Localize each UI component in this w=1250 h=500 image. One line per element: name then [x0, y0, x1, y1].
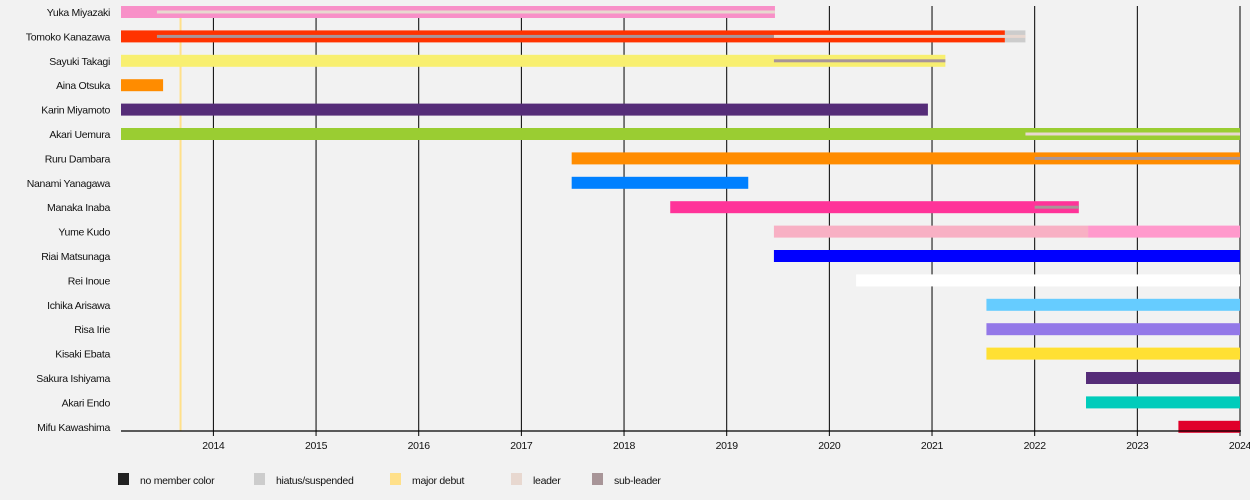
sub-leader-marker: [773, 59, 946, 63]
legend-swatch: [118, 473, 129, 485]
legend: no member color hiatus/suspended major deb…: [118, 473, 662, 487]
tick-label-2015: 2015: [305, 440, 328, 452]
tick-label-2020: 2020: [818, 440, 841, 452]
sub-leader-marker: [156, 34, 774, 38]
member-bar-segment: [773, 225, 1089, 238]
leader-marker: [773, 34, 1026, 38]
member-label: Aina Otsuka: [56, 80, 110, 92]
legend-label: hiatus/suspended: [276, 475, 354, 487]
member-bar-segment: [986, 298, 1240, 311]
member-bar-segment: [1086, 372, 1240, 384]
member-label: Mifu Kawashima: [37, 422, 110, 434]
tick-label-2017: 2017: [510, 440, 533, 452]
member-bar-segment: [121, 54, 946, 67]
tick-label-2021: 2021: [921, 440, 944, 452]
member-label: Kisaki Ebata: [55, 349, 110, 361]
member-bar-segment: [121, 79, 164, 92]
member-bar-segment: [986, 347, 1240, 360]
tick-label-2024: 2024: [1229, 440, 1250, 452]
member-bar-segment: [571, 152, 1240, 165]
member-bars: [121, 6, 1240, 433]
member-label: Ruru Dambara: [45, 153, 111, 165]
member-bar-segment: [670, 201, 1079, 214]
member-label: Karin Miyamoto: [41, 105, 110, 117]
member-bar-segment: [1086, 396, 1240, 409]
member-label: Yume Kudo: [58, 227, 110, 239]
leader-marker: [156, 10, 775, 14]
year-gridlines: [212, 6, 1241, 436]
member-bar-segment: [571, 176, 749, 189]
tick-label-2019: 2019: [716, 440, 739, 452]
member-label: Akari Uemura: [49, 129, 110, 141]
tick-label-2016: 2016: [408, 440, 431, 452]
member-bar-segment: [986, 323, 1240, 336]
tick-label-2014: 2014: [202, 440, 225, 452]
tick-label-2022: 2022: [1024, 440, 1047, 452]
member-label: Yuka Miyazaki: [47, 7, 110, 19]
tick-label-2023: 2023: [1126, 440, 1149, 452]
legend-label: sub-leader: [614, 475, 661, 487]
member-label: Tomoko Kanazawa: [26, 31, 111, 43]
member-bar-segment: [773, 250, 1240, 262]
member-bar-segment: [856, 274, 1240, 287]
member-label: Sayuki Takagi: [49, 56, 110, 68]
member-label: Sakura Ishiyama: [36, 373, 110, 385]
member-labels: Yuka Miyazaki Tomoko Kanazawa Sayuki Takag…: [26, 7, 111, 434]
legend-swatch: [511, 473, 522, 485]
member-label: Nanami Yanagawa: [27, 178, 111, 190]
member-label: Akari Endo: [62, 397, 111, 409]
member-bar-segment: [121, 128, 1240, 140]
x-axis: 2014 2015 2016 2017 2018 2019 2020 2021 2022 2023…: [121, 430, 1250, 452]
legend-swatch: [390, 473, 401, 485]
legend-swatch: [254, 473, 265, 485]
member-label: Risa Irie: [74, 324, 110, 336]
member-bar-segment: [121, 103, 928, 116]
sub-leader-marker: [1034, 205, 1079, 209]
tick-label-2018: 2018: [613, 440, 636, 452]
legend-label: major debut: [412, 475, 465, 487]
member-label: Riai Matsunaga: [41, 251, 110, 263]
legend-label: no member color: [140, 475, 215, 487]
member-label: Ichika Arisawa: [47, 300, 110, 312]
member-label: Manaka Inaba: [47, 202, 110, 214]
member-bar-segment: [1088, 225, 1240, 238]
sub-leader-marker: [1034, 156, 1240, 160]
member-label: Rei Inoue: [68, 275, 111, 287]
legend-swatch: [592, 473, 603, 485]
leader-marker: [1025, 132, 1240, 136]
member-bar-segment: [1178, 420, 1240, 433]
legend-label: leader: [533, 475, 561, 487]
